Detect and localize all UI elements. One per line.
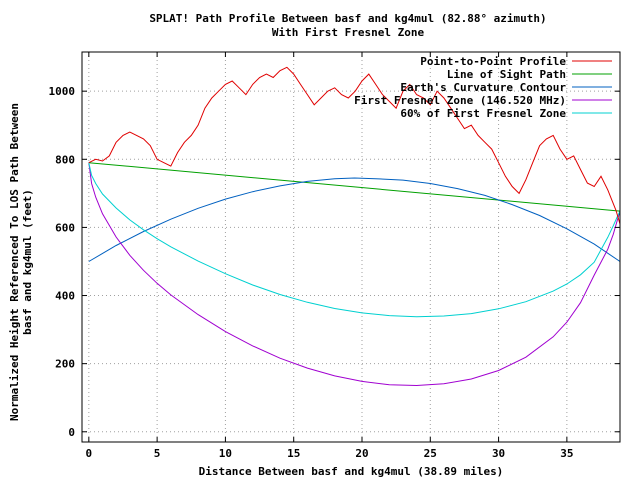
legend-label: 60% of First Fresnel Zone (400, 107, 566, 120)
x-tick-label: 35 (560, 447, 573, 460)
series-line-first-fresnel-zone-146-520-mhz (88, 162, 621, 387)
x-tick-label: 10 (219, 447, 232, 460)
y-axis-label-line2: basf and kg4mul (feet) (21, 189, 34, 335)
x-tick-label: 20 (355, 447, 368, 460)
y-tick-label: 400 (55, 290, 75, 303)
x-axis-label: Distance Between basf and kg4mul (38.89 … (199, 465, 504, 478)
chart-subtitle: With First Fresnel Zone (272, 26, 425, 39)
series-line-60-of-first-fresnel-zone (88, 162, 621, 318)
x-tick-label: 5 (154, 447, 161, 460)
legend-label: First Fresnel Zone (146.520 MHz) (354, 94, 566, 107)
y-tick-label: 800 (55, 153, 75, 166)
series-line-point-to-point-profile (88, 66, 621, 225)
grid-lines (82, 52, 620, 442)
x-tick-label: 30 (492, 447, 505, 460)
y-tick-label: 0 (68, 426, 75, 439)
legend-label: Point-to-Point Profile (420, 55, 566, 68)
y-tick-label: 600 (55, 221, 75, 234)
plot-frame (81, 51, 621, 443)
series-line-line-of-sight-path (88, 162, 621, 212)
series-line-earth-s-curvature-contour (88, 177, 621, 262)
y-axis-label-line1: Normalized Height Referenced To LOS Path… (8, 103, 21, 421)
chart-title: SPLAT! Path Profile Between basf and kg4… (149, 12, 546, 25)
axis-ticks: 0 5 10 15 20 25 30 35 0 200 400 600 800 1000 (49, 52, 620, 460)
x-tick-label: 0 (86, 447, 93, 460)
legend-label: Earth's Curvature Contour (400, 81, 566, 94)
x-tick-label: 15 (287, 447, 300, 460)
x-tick-label: 25 (424, 447, 437, 460)
plot-series (88, 66, 621, 387)
y-tick-label: 1000 (49, 85, 76, 98)
legend-label: Line of Sight Path (447, 68, 566, 81)
y-tick-label: 200 (55, 358, 75, 371)
